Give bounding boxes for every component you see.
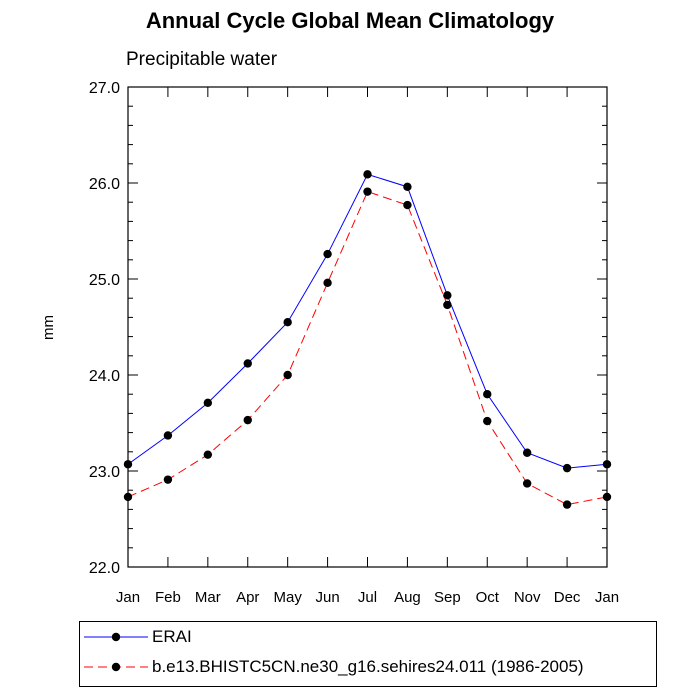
data-point-series-1 (602, 492, 612, 502)
data-point-series-1 (522, 479, 532, 488)
x-tick-label: Jan (116, 589, 140, 606)
data-point-series-1 (203, 450, 213, 459)
legend: ERAI b.e13.BHISTC5CN.ne30_g16.sehires24.… (79, 621, 657, 687)
data-point-series-1 (562, 500, 572, 509)
line-chart: 22.0 23.0 24.0 25.0 26.0 27.0 Jan Feb Mar Apr May J… (89, 80, 619, 606)
data-point-series-0 (443, 291, 452, 300)
y-tick-label: 25.0 (89, 272, 120, 289)
data-point-series-0 (243, 359, 252, 368)
x-tick-label: Sep (434, 589, 461, 606)
x-tick-label: Dec (554, 589, 581, 606)
x-tick-label: Aug (394, 589, 421, 606)
plot-frame (127, 86, 608, 568)
data-point-series-0 (562, 463, 572, 473)
legend-swatch-model (84, 662, 148, 672)
x-tick-label: May (273, 589, 302, 606)
data-point-series-1 (163, 475, 173, 484)
chart-title: Annual Cycle Global Mean Climatology (145, 8, 555, 33)
data-point-series-0 (602, 460, 612, 469)
data-point-series-1 (443, 300, 452, 310)
y-tick-label: 22.0 (89, 560, 120, 577)
x-tick-label: Mar (195, 589, 221, 606)
data-point-series-1 (403, 200, 412, 210)
data-point-series-0 (522, 448, 532, 457)
x-tick-label: Oct (476, 589, 500, 606)
data-point-series-0 (363, 170, 372, 179)
data-point-series-1 (283, 370, 292, 380)
x-tick-label: Feb (155, 589, 181, 606)
data-point-series-1 (363, 187, 372, 196)
data-point-series-0 (323, 249, 332, 259)
data-point-series-1 (243, 415, 252, 425)
y-tick-label: 24.0 (89, 368, 120, 385)
data-point-series-1 (483, 416, 492, 426)
x-tick-label: Jan (595, 589, 619, 606)
x-tick-label: Nov (514, 589, 541, 606)
data-point-series-0 (483, 390, 492, 399)
legend-label-erai: ERAI (152, 627, 192, 646)
data-point-series-1 (323, 278, 332, 288)
legend-label-model: b.e13.BHISTC5CN.ne30_g16.sehires24.011 (… (152, 657, 584, 676)
legend-item-erai: ERAI (80, 626, 656, 648)
x-tick-label: Jul (358, 589, 377, 606)
legend-item-model: b.e13.BHISTC5CN.ne30_g16.sehires24.011 (… (80, 656, 656, 678)
y-tick-label: 26.0 (89, 176, 120, 193)
data-point-series-0 (283, 318, 292, 327)
y-tick-label: 27.0 (89, 80, 120, 97)
chart-subtitle: Precipitable water (126, 49, 278, 70)
data-point-series-0 (123, 460, 133, 469)
legend-swatch-erai (84, 632, 148, 642)
x-tick-label: Jun (315, 589, 339, 606)
x-tick-label: Apr (236, 589, 259, 606)
y-tick-label: 23.0 (89, 464, 120, 481)
series-line-1 (127, 191, 608, 506)
data-point-series-0 (203, 398, 213, 408)
data-point-series-0 (163, 431, 173, 440)
series-line-0 (127, 173, 608, 469)
data-point-series-0 (403, 182, 412, 192)
data-point-series-1 (123, 492, 133, 502)
